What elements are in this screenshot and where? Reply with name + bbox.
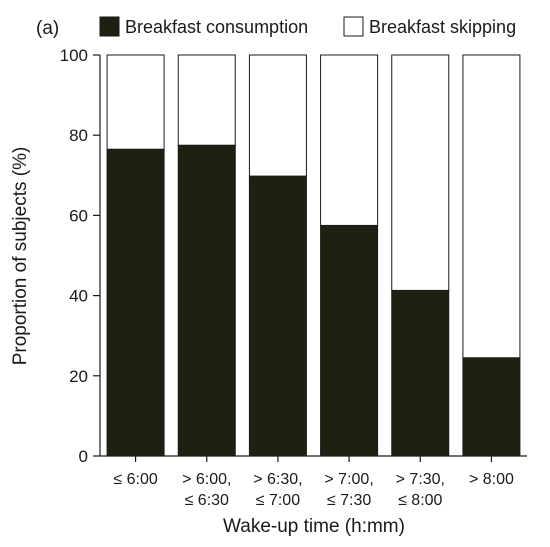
bar-segment-skipping [106, 54, 165, 150]
panel-label: (a) [36, 18, 59, 39]
x-tick-label: > 7:00, ≤ 7:30 [324, 471, 373, 509]
plot-area: 0 20 40 60 80 100 ≤ 6:00 > 6:00, ≤ 6:30 > 6:30, ≤ … [60, 46, 527, 509]
x-tick-label: > 8:00 [469, 471, 514, 488]
bar-segment-skipping [320, 54, 379, 226]
legend: Breakfast consumption Breakfast skipping [99, 16, 516, 37]
legend-label-skipping: Breakfast skipping [369, 17, 516, 37]
legend-label-consumption: Breakfast consumption [125, 17, 308, 37]
bar-segment-consumption [106, 148, 165, 457]
bar-segment-skipping [248, 54, 307, 177]
bar-segment-consumption [391, 289, 450, 457]
legend-swatch-consumption [99, 16, 120, 37]
bar-segment-consumption [177, 144, 236, 457]
x-axis-label: Wake-up time (h:mm) [223, 516, 405, 537]
bar-segment-skipping [391, 54, 450, 291]
bar-segment-skipping [462, 54, 521, 359]
bar-segment-consumption [462, 357, 521, 457]
y-tick-label: 20 [69, 367, 88, 386]
y-tick-label: 100 [60, 46, 88, 65]
y-tick-label: 80 [69, 126, 88, 145]
bar-segment-skipping [177, 54, 236, 146]
bar-segment-consumption [248, 175, 307, 457]
y-axis-label: Proportion of subjects (%) [10, 147, 31, 366]
legend-swatch-skipping [343, 16, 364, 37]
x-tick-label: > 7:30, ≤ 8:00 [396, 471, 445, 509]
x-tick-label: > 6:00, ≤ 6:30 [182, 471, 231, 509]
x-tick-label: > 6:30, ≤ 7:00 [253, 471, 302, 509]
y-tick-label: 60 [69, 206, 88, 225]
y-tick-label: 40 [69, 287, 88, 306]
bar-segment-consumption [320, 224, 379, 457]
x-tick-label: ≤ 6:00 [113, 471, 157, 488]
y-tick-label: 0 [79, 447, 88, 466]
